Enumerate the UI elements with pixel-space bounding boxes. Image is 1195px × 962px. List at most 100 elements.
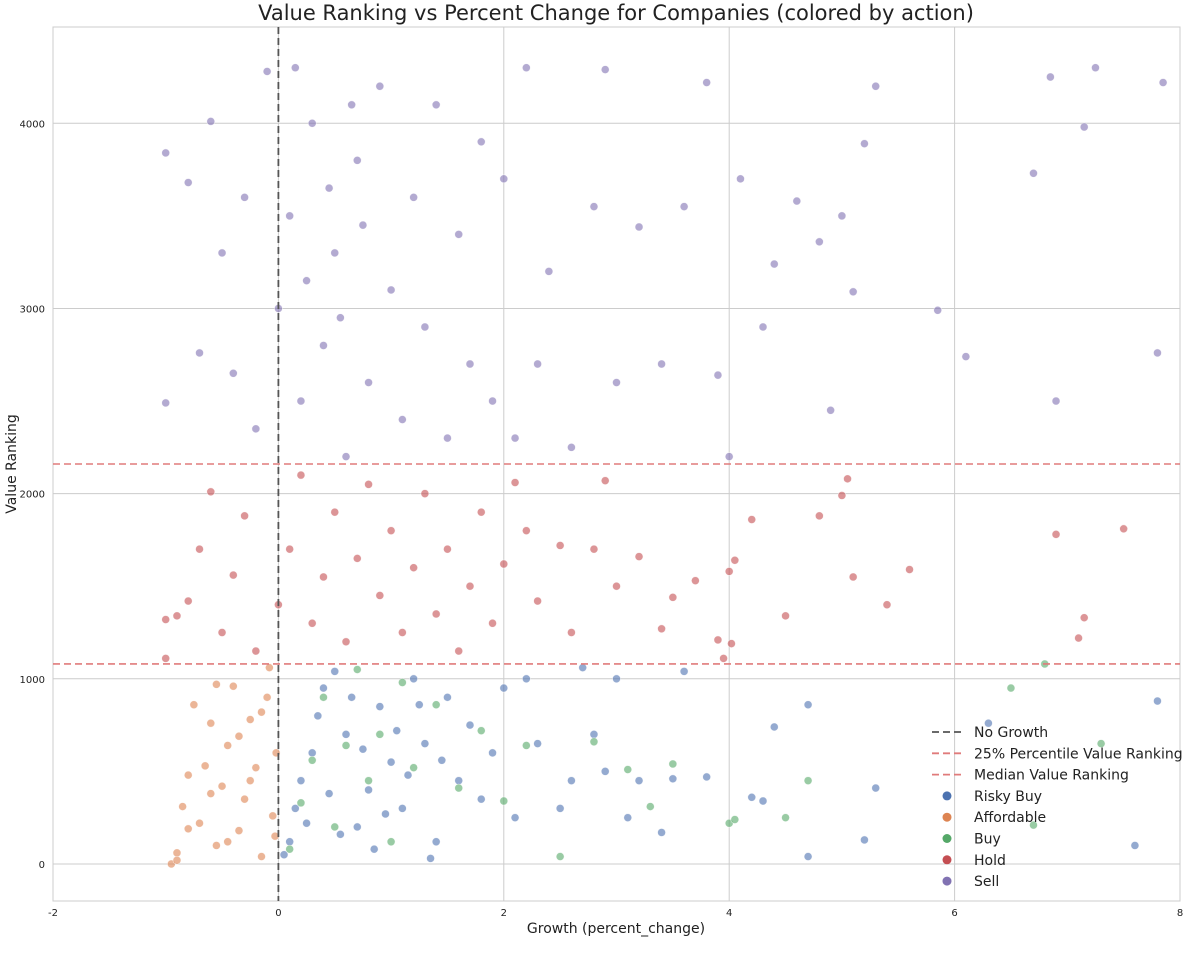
point-risky-buy [437, 755, 447, 765]
legend-label-buy: Buy [974, 832, 1001, 848]
legend-label-25-percentile-value-ranking: 25% Percentile Value Ranking [974, 746, 1183, 762]
x-tick-label: 6 [951, 908, 957, 919]
point-risky-buy [279, 850, 289, 860]
point-affordable [172, 855, 182, 865]
point-buy [499, 796, 509, 806]
point-risky-buy [758, 796, 768, 806]
point-hold [848, 572, 858, 582]
point-sell [1046, 72, 1055, 82]
y-tick-label: 1000 [20, 675, 45, 686]
point-sell [792, 196, 802, 206]
point-buy [1006, 683, 1016, 693]
point-sell [860, 139, 869, 148]
point-hold [364, 480, 373, 489]
point-risky-buy [510, 813, 520, 822]
point-risky-buy [381, 809, 390, 819]
point-hold [668, 593, 678, 602]
point-sell [352, 156, 362, 165]
point-affordable [206, 718, 216, 728]
point-sell [600, 65, 610, 74]
point-sell [409, 193, 418, 202]
point-sell [826, 406, 835, 415]
point-hold [1079, 613, 1089, 622]
point-hold [296, 470, 306, 480]
legend-marker-buy [942, 834, 952, 843]
point-buy [375, 730, 385, 739]
point-risky-buy [431, 837, 441, 847]
point-sell [206, 117, 216, 126]
point-risky-buy [302, 818, 311, 828]
point-hold [420, 489, 430, 498]
y-tick-label: 4000 [20, 119, 45, 130]
point-sell [1158, 78, 1168, 87]
point-sell [347, 100, 356, 110]
point-sell [522, 63, 531, 73]
point-sell [567, 443, 576, 452]
x-tick-label: 8 [1177, 908, 1183, 919]
point-hold [612, 581, 621, 591]
chart-title: Value Ranking vs Percent Change for Comp… [258, 1, 974, 25]
point-risky-buy [369, 844, 379, 854]
point-risky-buy [589, 730, 599, 739]
legend-label-risky-buy: Risky Buy [974, 789, 1042, 805]
point-hold [843, 474, 852, 484]
point-sell [713, 370, 723, 380]
point-buy [454, 783, 464, 793]
point-hold [1074, 633, 1083, 643]
point-sell [702, 78, 711, 87]
point-buy [409, 763, 418, 772]
point-sell [815, 237, 824, 247]
point-affordable [245, 715, 255, 724]
point-sell [285, 211, 294, 221]
point-hold [837, 491, 847, 500]
point-buy [522, 741, 531, 750]
point-risky-buy [499, 683, 509, 693]
point-risky-buy [364, 785, 373, 795]
x-tick-labels: -2 0 2 4 6 8 [48, 908, 1183, 919]
point-risky-buy [403, 770, 413, 780]
legend-label-hold: Hold [974, 853, 1006, 869]
point-sell [769, 259, 779, 269]
point-sell [837, 211, 847, 221]
point-sell [848, 287, 858, 297]
scatter-points [161, 63, 1168, 869]
point-sell [291, 63, 300, 73]
point-hold [409, 563, 418, 572]
point-risky-buy [414, 700, 424, 710]
point-hold [431, 609, 441, 619]
x-tick-label: 2 [501, 908, 507, 919]
point-affordable [178, 802, 187, 811]
point-sell [358, 220, 368, 230]
point-sell [1091, 63, 1100, 73]
point-affordable [240, 794, 249, 804]
point-risky-buy [860, 835, 869, 845]
point-affordable [251, 763, 261, 772]
point-hold [330, 507, 340, 517]
point-risky-buy [522, 674, 531, 684]
point-sell [302, 276, 311, 285]
point-risky-buy [600, 767, 610, 776]
point-hold [567, 628, 576, 637]
point-affordable [217, 781, 227, 791]
point-hold [730, 555, 740, 565]
reference-lines [53, 27, 1180, 901]
x-tick-label: -2 [48, 908, 58, 919]
point-sell [454, 230, 464, 239]
point-affordable [257, 707, 266, 717]
point-hold [454, 646, 464, 656]
point-hold [1051, 530, 1061, 539]
point-affordable [234, 731, 244, 741]
point-sell [161, 148, 170, 158]
y-tick-label: 0 [39, 860, 45, 871]
point-hold [555, 541, 565, 550]
point-sell [533, 359, 542, 369]
point-sell [262, 67, 272, 76]
point-buy [285, 844, 294, 854]
point-hold [510, 478, 520, 487]
point-sell [336, 313, 345, 323]
point-buy [781, 813, 790, 822]
point-affordable [183, 824, 193, 834]
point-sell [307, 118, 317, 128]
point-risky-buy [871, 783, 881, 793]
point-sell [736, 174, 745, 184]
